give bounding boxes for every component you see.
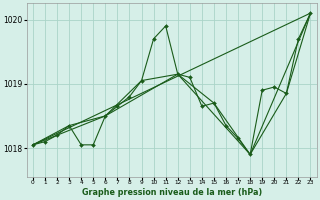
X-axis label: Graphe pression niveau de la mer (hPa): Graphe pression niveau de la mer (hPa) [82,188,262,197]
